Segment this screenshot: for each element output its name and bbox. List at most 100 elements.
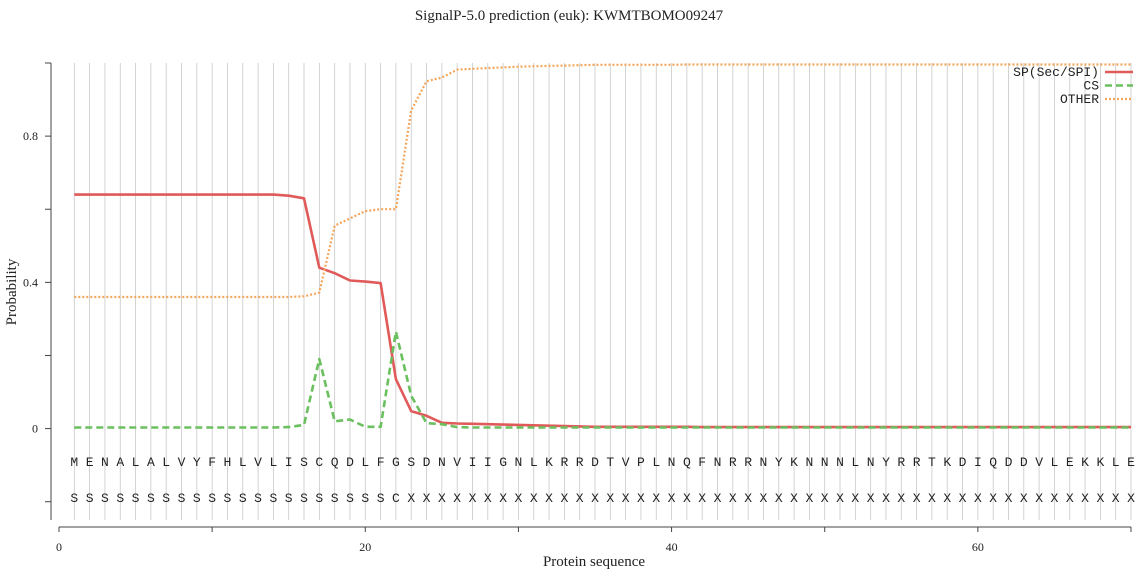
sequence-residue: Q	[683, 455, 691, 470]
annotation-label: X	[530, 491, 538, 506]
sequence-residue: L	[132, 455, 140, 470]
sequence-residue: S	[300, 455, 308, 470]
sequence-residue: V	[178, 455, 186, 470]
sequence-residue: R	[560, 455, 568, 470]
annotation-label: X	[851, 491, 859, 506]
annotation-label: X	[805, 491, 813, 506]
annotation-label: S	[315, 491, 323, 506]
sequence-residue: H	[224, 455, 232, 470]
annotation-label: X	[1127, 491, 1135, 506]
annotation-label: X	[1005, 491, 1013, 506]
sequence-residue: E	[1127, 455, 1135, 470]
sequence-residue: N	[821, 455, 829, 470]
annotation-label: X	[974, 491, 982, 506]
y-axis-ticks: 0 0.4 0.8	[23, 62, 51, 503]
annotation-label: X	[760, 491, 768, 506]
annotation-label: S	[208, 491, 216, 506]
annotation-label: S	[86, 491, 94, 506]
annotation-label: X	[637, 491, 645, 506]
sequence-residue: M	[70, 455, 78, 470]
sequence-residue: F	[208, 455, 216, 470]
sequence-residue: D	[959, 455, 967, 470]
annotation-label: X	[897, 491, 905, 506]
sequence-residue: Y	[775, 455, 783, 470]
annotation-label: X	[775, 491, 783, 506]
sequence-residue: L	[1112, 455, 1120, 470]
sequence-residue: I	[285, 455, 293, 470]
annotation-label: X	[1096, 491, 1104, 506]
annotation-label: X	[698, 491, 706, 506]
sequence-residue: Q	[989, 455, 997, 470]
sequence-residue: G	[392, 455, 400, 470]
annotation-label: S	[70, 491, 78, 506]
annotation-label: X	[683, 491, 691, 506]
annotation-label: X	[453, 491, 461, 506]
annotation-label: X	[515, 491, 523, 506]
annotation-label: X	[591, 491, 599, 506]
annotation-label: S	[116, 491, 124, 506]
annotation-label: S	[346, 491, 354, 506]
annotation-label: S	[239, 491, 247, 506]
annotation-label: X	[622, 491, 630, 506]
x-axis-label: Protein sequence	[543, 554, 645, 570]
annotation-label: X	[744, 491, 752, 506]
annotation-label: X	[1081, 491, 1089, 506]
sequence-residue: E	[86, 455, 94, 470]
sequence-residue: D	[591, 455, 599, 470]
annotation-label: X	[1066, 491, 1074, 506]
annotation-label: X	[668, 491, 676, 506]
sequence-residue: V	[1035, 455, 1043, 470]
annotation-label: S	[193, 491, 201, 506]
annotation-label: S	[331, 491, 339, 506]
x-axis-ticks: 0 20 40 60	[56, 527, 1132, 554]
annotation-label: X	[959, 491, 967, 506]
y-tick-label: 0	[32, 422, 38, 436]
sequence-residue: L	[361, 455, 369, 470]
annotation-label: X	[652, 491, 660, 506]
sequence-residue: N	[438, 455, 446, 470]
sequence-residue: S	[407, 455, 415, 470]
x-tick-label: 40	[666, 540, 678, 554]
sequence-residue: D	[1020, 455, 1028, 470]
sequence-residue: L	[851, 455, 859, 470]
annotation-label: X	[790, 491, 798, 506]
sequence-residue: N	[805, 455, 813, 470]
position-gridlines	[73, 63, 1132, 520]
annotation-label: X	[438, 491, 446, 506]
sequence-residue: N	[836, 455, 844, 470]
annotation-label: X	[714, 491, 722, 506]
sequence-residue: F	[698, 455, 706, 470]
annotation-label: X	[1112, 491, 1120, 506]
sequence-residue: R	[744, 455, 752, 470]
y-tick-label: 0.8	[23, 129, 38, 143]
sequence-residue: G	[499, 455, 507, 470]
legend-label: CS	[1083, 79, 1099, 94]
sequence-residue: L	[239, 455, 247, 470]
sequence-residue: N	[714, 455, 722, 470]
annotation-label: S	[285, 491, 293, 506]
sequence-residue: I	[469, 455, 477, 470]
annotation-label: X	[499, 491, 507, 506]
sequence-residue: Y	[882, 455, 890, 470]
sequence-residue: D	[346, 455, 354, 470]
annotation-label: X	[469, 491, 477, 506]
sequence-residue: N	[760, 455, 768, 470]
series-lines	[74, 63, 1131, 429]
sequence-residue: L	[162, 455, 170, 470]
x-tick-label: 20	[359, 540, 371, 554]
annotation-label: S	[147, 491, 155, 506]
sequence-residue: N	[668, 455, 676, 470]
annotation-label: S	[300, 491, 308, 506]
annotation-label: X	[606, 491, 614, 506]
sequence-residue: K	[545, 455, 553, 470]
sequence-residue: K	[1096, 455, 1104, 470]
x-tick-label: 0	[56, 540, 62, 554]
sequence-residue: L	[1051, 455, 1059, 470]
sequence-residue: N	[515, 455, 523, 470]
annotation-label: X	[836, 491, 844, 506]
y-axis-label: Probability	[4, 258, 20, 325]
